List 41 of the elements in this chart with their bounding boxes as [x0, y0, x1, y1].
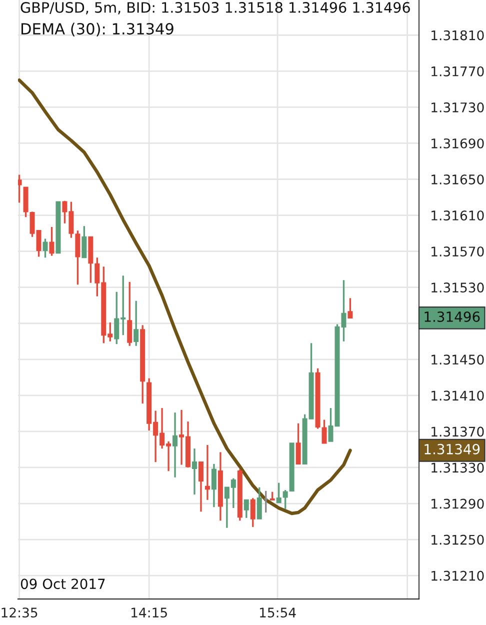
y-tick-label: 1.31250	[432, 534, 484, 545]
x-tick-label: 14:15	[132, 608, 167, 618]
y-tick-label: 1.31450	[432, 354, 484, 365]
x-tick-label: 12:35	[2, 608, 38, 618]
candlestick	[172, 412, 178, 478]
y-tick-label: 1.31290	[432, 498, 484, 509]
y-tick-label: 1.31330	[432, 462, 484, 473]
candlestick	[348, 297, 353, 319]
candlestick	[127, 281, 132, 347]
x-tick-label: 15:54	[260, 608, 296, 618]
annotation: 09 Oct 2017	[20, 578, 105, 590]
candlestick	[42, 238, 48, 258]
candlestick	[211, 463, 216, 508]
y-tick-label: 1.31610	[432, 210, 484, 220]
y-tick-label: 1.31690	[432, 138, 484, 148]
y-tick-label: 1.31650	[432, 174, 484, 184]
y-tick-label: 1.31210	[432, 570, 484, 581]
y-tick-label: 1.31770	[432, 66, 484, 76]
candlestick	[198, 461, 204, 512]
candlestick	[204, 444, 210, 501]
annotation: DEMA (30): 1.31349	[22, 22, 174, 36]
candlestick	[322, 418, 327, 444]
candlestick	[49, 226, 54, 257]
candlestick	[82, 225, 87, 258]
candlestick	[256, 486, 262, 520]
chart-title: GBP/USD, 5m, BID: 1.31503 1.31518 1.31496 1.31496	[20, 2, 410, 14]
candlestick	[250, 497, 256, 528]
line-series	[18, 78, 352, 516]
y-tick-label: 1.31810	[432, 30, 484, 40]
candlestick	[192, 448, 197, 496]
text: 1.31496	[424, 311, 480, 322]
candlestick	[244, 499, 249, 519]
y-tick-label: 1.31410	[432, 390, 484, 401]
y-tick-label: 1.31530	[432, 282, 484, 293]
y-tick-label: 1.31570	[432, 246, 484, 257]
candlestick	[18, 174, 22, 204]
y-tick-label: 1.31370	[432, 426, 484, 437]
text: 1.31349	[424, 444, 480, 454]
candlestick	[296, 422, 301, 465]
y-tick-label: 1.31730	[432, 102, 484, 112]
candlestick	[134, 300, 139, 347]
